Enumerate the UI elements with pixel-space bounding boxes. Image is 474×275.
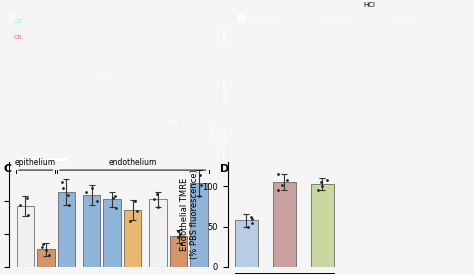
Bar bbox=[311, 184, 334, 267]
Point bbox=[112, 206, 119, 210]
Bar bbox=[58, 192, 75, 267]
Point bbox=[174, 229, 182, 233]
Point bbox=[16, 202, 24, 207]
Bar bbox=[103, 199, 121, 267]
Point bbox=[131, 199, 139, 204]
Point bbox=[88, 186, 96, 191]
Point bbox=[93, 199, 100, 204]
Text: C: C bbox=[3, 164, 11, 174]
Point bbox=[196, 173, 204, 178]
Text: CG: CG bbox=[13, 19, 23, 24]
Text: HCl: HCl bbox=[364, 2, 375, 8]
Point bbox=[65, 202, 73, 207]
Bar bbox=[17, 206, 34, 267]
Point bbox=[248, 216, 255, 221]
Point bbox=[82, 189, 90, 194]
Bar bbox=[124, 210, 141, 267]
Point bbox=[177, 242, 184, 246]
Bar bbox=[83, 195, 100, 267]
Text: Baseline: Baseline bbox=[248, 19, 275, 24]
Bar bbox=[191, 183, 208, 267]
Text: epithelium: epithelium bbox=[15, 158, 56, 167]
Point bbox=[244, 224, 252, 229]
Text: 10 min: 10 min bbox=[325, 19, 347, 24]
Point bbox=[195, 194, 203, 198]
Point bbox=[59, 186, 66, 191]
Point bbox=[247, 215, 255, 219]
Point bbox=[45, 253, 53, 257]
Point bbox=[134, 209, 141, 213]
Point bbox=[155, 204, 162, 209]
Point bbox=[315, 188, 322, 192]
Text: B: B bbox=[237, 14, 246, 24]
Text: D: D bbox=[220, 164, 229, 174]
Bar bbox=[149, 199, 167, 267]
Point bbox=[197, 183, 205, 187]
Point bbox=[153, 191, 160, 196]
Point bbox=[174, 235, 182, 240]
Text: alv: alv bbox=[168, 120, 179, 126]
Point bbox=[283, 178, 291, 182]
Point bbox=[109, 196, 117, 200]
Text: endothelium: endothelium bbox=[109, 158, 157, 167]
Point bbox=[318, 184, 326, 189]
Point bbox=[39, 242, 46, 246]
Point bbox=[127, 219, 134, 223]
Point bbox=[248, 220, 255, 225]
Bar bbox=[235, 220, 258, 267]
Y-axis label: Endothelial TMRE
(% PBS fluorescence): Endothelial TMRE (% PBS fluorescence) bbox=[180, 170, 199, 259]
Text: cap: cap bbox=[96, 72, 109, 78]
Bar bbox=[37, 249, 55, 267]
Point bbox=[42, 248, 50, 253]
Point bbox=[25, 212, 32, 217]
Bar bbox=[273, 182, 296, 267]
Bar bbox=[170, 236, 187, 267]
Point bbox=[318, 180, 325, 185]
Point bbox=[150, 197, 158, 202]
Text: A: A bbox=[9, 14, 18, 24]
Point bbox=[323, 178, 331, 182]
Point bbox=[176, 232, 183, 236]
Point bbox=[274, 188, 282, 192]
Point bbox=[38, 245, 46, 249]
Point bbox=[58, 180, 65, 184]
Point bbox=[274, 172, 282, 177]
Point bbox=[64, 193, 72, 197]
Point bbox=[278, 183, 285, 187]
Point bbox=[111, 194, 118, 198]
Text: Capillaries: Capillaries bbox=[223, 76, 228, 105]
Text: CR: CR bbox=[13, 35, 22, 40]
Text: TMRE
Capillary
mitochondria: TMRE Capillary mitochondria bbox=[211, 125, 228, 158]
Text: 30 min: 30 min bbox=[395, 19, 417, 24]
Text: Alveoli: Alveoli bbox=[223, 26, 228, 44]
Point bbox=[23, 196, 31, 200]
